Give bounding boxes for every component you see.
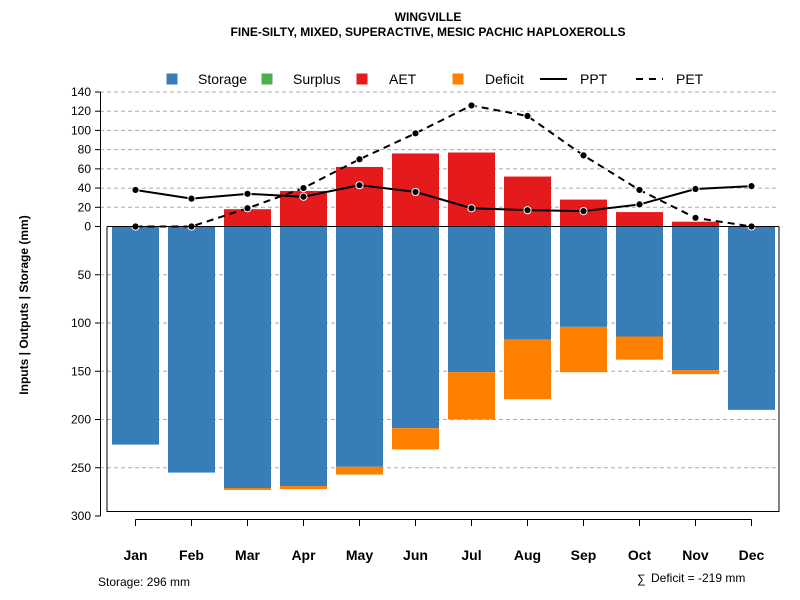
x-tick-label: Feb: [179, 547, 204, 563]
legend-pet-label: PET: [676, 71, 704, 87]
pet-point: [635, 185, 644, 195]
axes: 0 20 40 60 80 100 120 140 50 100 150 200 250 300 Jan Fe…: [71, 85, 780, 563]
x-tick-label: Mar: [235, 547, 260, 563]
plot-frame: [106, 226, 780, 512]
y-tick-label: 120: [71, 104, 91, 118]
y-tick-label: 100: [71, 316, 91, 330]
legend-deficit-label: Deficit: [485, 71, 524, 87]
storage-bar: [560, 226, 607, 327]
y-tick-label: 80: [78, 143, 92, 157]
deficit-bar: [672, 370, 719, 375]
pet-point: [579, 151, 588, 160]
chart-title: WINGVILLE: [395, 10, 462, 24]
deficit-bar: [392, 428, 439, 450]
deficit-bar: [280, 486, 327, 489]
legend-aet-label: AET: [389, 71, 417, 87]
y-tick-label: 140: [71, 85, 91, 99]
ppt-point: [635, 200, 644, 209]
pet-line: [135, 104, 752, 228]
y-tick-label: 100: [71, 123, 91, 137]
deficit-bar: [504, 339, 551, 400]
chart-subtitle: FINE-SILTY, MIXED, SUPERACTIVE, MESIC PA…: [231, 25, 626, 39]
pet-point: [467, 101, 476, 110]
deficit-bar: [616, 336, 663, 360]
x-tick-label: Jul: [461, 547, 481, 563]
ppt-point: [467, 204, 476, 213]
storage-bar: [336, 226, 383, 467]
ppt-point: [691, 184, 700, 194]
ppt-point: [747, 182, 756, 191]
legend-storage-label: Storage: [198, 71, 247, 87]
legend-aet-swatch: [356, 73, 368, 85]
pet-point: [411, 129, 420, 138]
y-tick-label: 40: [78, 181, 92, 195]
ppt-point: [355, 181, 364, 190]
x-tick-label: Sep: [571, 547, 597, 563]
aet-bar: [672, 221, 719, 227]
deficit-bar: [560, 326, 607, 373]
ppt-point: [299, 192, 308, 201]
x-tick-label: May: [346, 547, 373, 563]
storage-bar: [616, 226, 663, 337]
aet-bar: [616, 212, 663, 227]
x-tick-label: Jan: [123, 547, 147, 563]
pet-point: [691, 213, 700, 222]
aet-bar: [336, 166, 383, 227]
deficit-bar: [448, 372, 495, 420]
legend-surplus-label: Surplus: [293, 71, 340, 87]
x-tick-label: Apr: [291, 547, 316, 563]
y-tick-label: 200: [71, 413, 91, 427]
storage-bar: [224, 226, 271, 489]
x-tick-label: Oct: [628, 547, 652, 563]
ppt-point: [243, 189, 252, 198]
x-tick-label: Dec: [739, 547, 765, 563]
ppt-point: [131, 185, 140, 195]
y-axis-label: Inputs | Outputs | Storage (mm): [17, 215, 31, 394]
x-tick-label: Aug: [514, 547, 541, 563]
aet-bar: [504, 176, 551, 227]
y-tick-label: 0: [84, 220, 91, 234]
ppt-point: [411, 187, 420, 197]
aet-bar: [224, 209, 271, 227]
storage-bar: [280, 226, 327, 487]
storage-bar: [504, 226, 551, 340]
pet-point: [355, 155, 364, 164]
sum-symbol: ∑: [637, 572, 646, 586]
y-tick-label: 60: [78, 162, 92, 176]
storage-bar: [392, 226, 439, 429]
ppt-point: [579, 207, 588, 216]
pet-point: [523, 111, 532, 121]
ppt-point: [523, 206, 532, 215]
legend-storage-swatch: [166, 73, 178, 85]
storage-bar: [112, 226, 159, 445]
y-tick-label: 20: [78, 200, 92, 214]
aet-bar: [448, 152, 495, 227]
bars: [112, 152, 775, 490]
storage-bar: [168, 226, 215, 473]
pet-point: [299, 183, 308, 193]
ppt-line: [135, 184, 752, 213]
y-tick-label: 150: [71, 364, 91, 378]
deficit-note: Deficit = -219 mm: [651, 571, 745, 585]
deficit-bar: [336, 466, 383, 475]
pet-point: [243, 204, 252, 213]
y-tick-label: 300: [71, 509, 91, 523]
storage-bar: [672, 226, 719, 371]
legend: Storage Surplus AET Deficit PPT PET: [166, 71, 704, 87]
legend-deficit-swatch: [452, 73, 464, 85]
ppt-point: [187, 194, 196, 203]
deficit-bar: [224, 488, 271, 490]
storage-bar: [448, 226, 495, 373]
y-tick-label: 250: [71, 461, 91, 475]
x-tick-label: Jun: [403, 547, 428, 563]
x-tick-label: Nov: [682, 547, 709, 563]
storage-bar: [728, 226, 775, 410]
legend-ppt-label: PPT: [580, 71, 608, 87]
legend-surplus-swatch: [261, 73, 273, 85]
storage-note: Storage: 296 mm: [98, 575, 190, 589]
y-tick-label: 50: [78, 268, 92, 282]
